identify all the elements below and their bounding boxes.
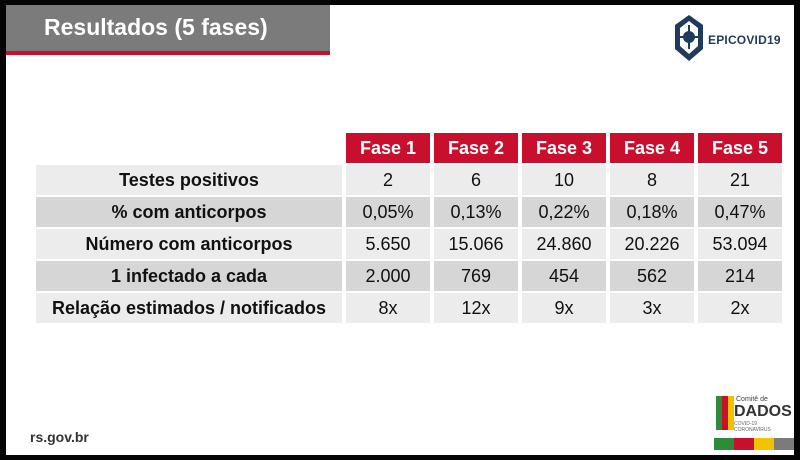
logo-text: EPICOVID19 bbox=[708, 33, 781, 47]
table-cell: 214 bbox=[698, 261, 782, 291]
table-cell: 0,13% bbox=[434, 197, 518, 227]
row-label: % com anticorpos bbox=[36, 197, 342, 227]
results-table: Fase 1 Fase 2 Fase 3 Fase 4 Fase 5 Teste… bbox=[32, 131, 786, 325]
table-cell: 15.066 bbox=[434, 229, 518, 259]
table-cell: 9x bbox=[522, 293, 606, 323]
comite-title: DADOS bbox=[734, 403, 792, 420]
table-row: % com anticorpos 0,05% 0,13% 0,22% 0,18%… bbox=[36, 197, 782, 227]
table-cell: 0,18% bbox=[610, 197, 694, 227]
table-row: Número com anticorpos 5.650 15.066 24.86… bbox=[36, 229, 782, 259]
comite-dados-logo: Comitê de DADOS COVID-19 CORONAVÍRUS bbox=[714, 390, 794, 452]
column-header: Fase 4 bbox=[610, 133, 694, 163]
table-cell: 2x bbox=[698, 293, 782, 323]
yellow-stripe bbox=[754, 438, 774, 450]
table-row: Testes positivos 2 6 10 8 21 bbox=[36, 165, 782, 195]
column-header: Fase 2 bbox=[434, 133, 518, 163]
table-cell: 20.226 bbox=[610, 229, 694, 259]
epicovid-logo: EPICOVID19 bbox=[672, 13, 792, 69]
comite-label: Comitê de bbox=[736, 396, 768, 403]
table-cell: 0,22% bbox=[522, 197, 606, 227]
virus-shield-icon bbox=[675, 15, 703, 61]
row-label: 1 infectado a cada bbox=[36, 261, 342, 291]
table-cell: 2.000 bbox=[346, 261, 430, 291]
table-cell: 454 bbox=[522, 261, 606, 291]
title-underline bbox=[6, 51, 330, 55]
gray-stripe bbox=[774, 438, 794, 450]
table-cell: 2 bbox=[346, 165, 430, 195]
column-header: Fase 1 bbox=[346, 133, 430, 163]
slide-title: Resultados (5 fases) bbox=[44, 14, 268, 40]
table-cell: 5.650 bbox=[346, 229, 430, 259]
slide: Resultados (5 fases) EPICOVID19 Fase 1 F… bbox=[6, 5, 794, 455]
column-header: Fase 3 bbox=[522, 133, 606, 163]
table-cell: 10 bbox=[522, 165, 606, 195]
table-cell: 0,47% bbox=[698, 197, 782, 227]
data-flag-icon bbox=[716, 396, 734, 430]
row-label: Testes positivos bbox=[36, 165, 342, 195]
table-cell: 8x bbox=[346, 293, 430, 323]
table-row: Relação estimados / notificados 8x 12x 9… bbox=[36, 293, 782, 323]
table-cell: 12x bbox=[434, 293, 518, 323]
table-cell: 8 bbox=[610, 165, 694, 195]
table-row: 1 infectado a cada 2.000 769 454 562 214 bbox=[36, 261, 782, 291]
source-url: rs.gov.br bbox=[30, 429, 89, 445]
title-bar: Resultados (5 fases) bbox=[6, 5, 330, 55]
table-corner bbox=[36, 133, 342, 163]
table-cell: 21 bbox=[698, 165, 782, 195]
table-header-row: Fase 1 Fase 2 Fase 3 Fase 4 Fase 5 bbox=[36, 133, 782, 163]
table-cell: 53.094 bbox=[698, 229, 782, 259]
column-header: Fase 5 bbox=[698, 133, 782, 163]
table-cell: 562 bbox=[610, 261, 694, 291]
comite-subtitle: COVID-19 CORONAVÍRUS bbox=[734, 421, 771, 433]
table-cell: 24.860 bbox=[522, 229, 606, 259]
table-cell: 6 bbox=[434, 165, 518, 195]
row-label: Número com anticorpos bbox=[36, 229, 342, 259]
table-cell: 3x bbox=[610, 293, 694, 323]
green-stripe bbox=[714, 438, 734, 450]
red-stripe bbox=[734, 438, 754, 450]
table-cell: 769 bbox=[434, 261, 518, 291]
table-cell: 0,05% bbox=[346, 197, 430, 227]
row-label: Relação estimados / notificados bbox=[36, 293, 342, 323]
